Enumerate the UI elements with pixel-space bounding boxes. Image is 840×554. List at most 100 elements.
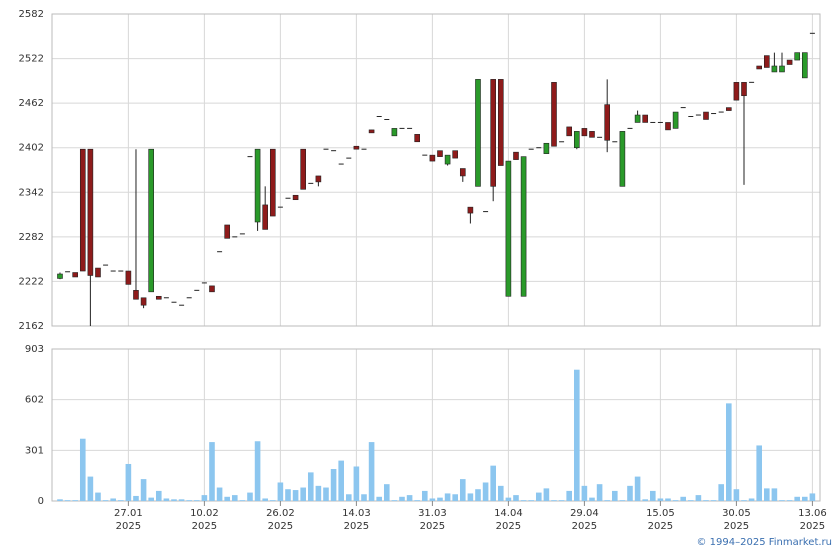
candle-body [475,79,481,187]
volume-bar [269,500,276,501]
volume-bar [680,496,686,501]
volume-bar [330,469,337,501]
volume-bar [399,496,405,501]
volume-bar [429,498,436,501]
x-tick-year: 2025 [116,521,141,532]
candle-body [756,65,762,70]
volume-bar [801,496,808,501]
volume-bar [201,495,208,501]
plot-border [51,13,821,327]
volume-bar [771,488,778,501]
candle-body [543,142,550,154]
x-tick-year: 2025 [344,521,369,532]
volume-bar [581,485,588,501]
volume-bar [520,500,527,501]
x-tick-label: 15.05 [646,508,675,519]
candle-body [604,104,610,141]
volume-bar [490,465,496,501]
candle-body [794,52,800,61]
x-tick-year: 2025 [496,521,521,532]
volume-bar [710,500,717,501]
x-tick-label: 14.03 [342,508,371,519]
volume-bar [703,500,709,501]
candle-body [224,224,230,239]
volume-bar [406,495,413,501]
volume-bar [95,492,101,501]
y-tick-label: 2522 [19,54,44,65]
candle-body [566,126,572,137]
candle-body [786,59,793,65]
volume-bar [178,499,185,501]
volume-bar [285,489,291,501]
volume-bar [231,495,238,501]
candle-body [368,129,375,134]
y-tick-label: 602 [25,395,44,406]
volume-bar [79,438,86,501]
x-tick-year: 2025 [648,521,673,532]
candle-body [551,82,557,147]
volume-bar [163,498,170,501]
volume-bar [665,498,671,501]
volume-bar [353,466,360,501]
volume-bar [186,500,192,501]
candle-body [133,290,139,300]
x-tick-label: 14.04 [494,508,523,519]
volume-bar [649,490,656,501]
volume-bar [338,460,344,501]
candle-body [672,111,679,129]
volume-bar [634,476,641,501]
volume-bar [718,484,724,501]
volume-bar [64,500,71,501]
volume-bar [657,498,664,501]
volume-bar [741,500,747,501]
y-tick-label: 301 [25,445,44,456]
candle-body [87,148,94,276]
candle-body [140,297,147,306]
candle-body [763,55,770,68]
candle-body [292,194,299,201]
volume-bar [133,495,139,501]
candle-body [779,65,785,73]
volume-bar [528,500,534,501]
candle-body [589,131,595,138]
volume-bar [566,490,572,501]
y-tick-label: 2462 [19,98,44,109]
volume-bar [596,484,603,501]
candle-body [513,151,519,160]
y-tick-label: 2342 [19,187,44,198]
candle-body [771,65,778,73]
volume-bar [323,487,329,501]
volume-bar [779,500,785,501]
y-tick-label: 2582 [19,9,44,20]
x-tick-year: 2025 [724,521,749,532]
volume-bar [117,500,124,501]
volume-bar [72,500,78,501]
candle-body [634,114,641,123]
volume-bar [262,498,268,501]
candle-body [741,82,747,97]
volume-bar [452,494,458,501]
volume-bar [421,490,428,501]
volume-bar [786,500,793,501]
candle-body [505,160,512,297]
volume-bar [725,403,732,501]
candle-body [619,131,626,187]
x-tick-label: 31.03 [418,508,447,519]
volume-bar [383,484,390,501]
volume-bar [482,482,489,501]
candle-body [520,156,527,297]
y-tick-label: 2222 [19,276,44,287]
candle-body [459,168,466,177]
candle-body [155,295,162,300]
x-tick-year: 2025 [192,521,217,532]
volume-bar [414,500,420,501]
volume-bar [209,442,215,501]
volume-bar [573,369,580,501]
x-tick-year: 2025 [268,521,293,532]
volume-bar [315,485,322,501]
volume-bar [672,500,679,501]
volume-bar [543,488,550,501]
volume-bar [695,495,702,501]
volume-bar [475,489,481,501]
candle-body [315,175,322,183]
